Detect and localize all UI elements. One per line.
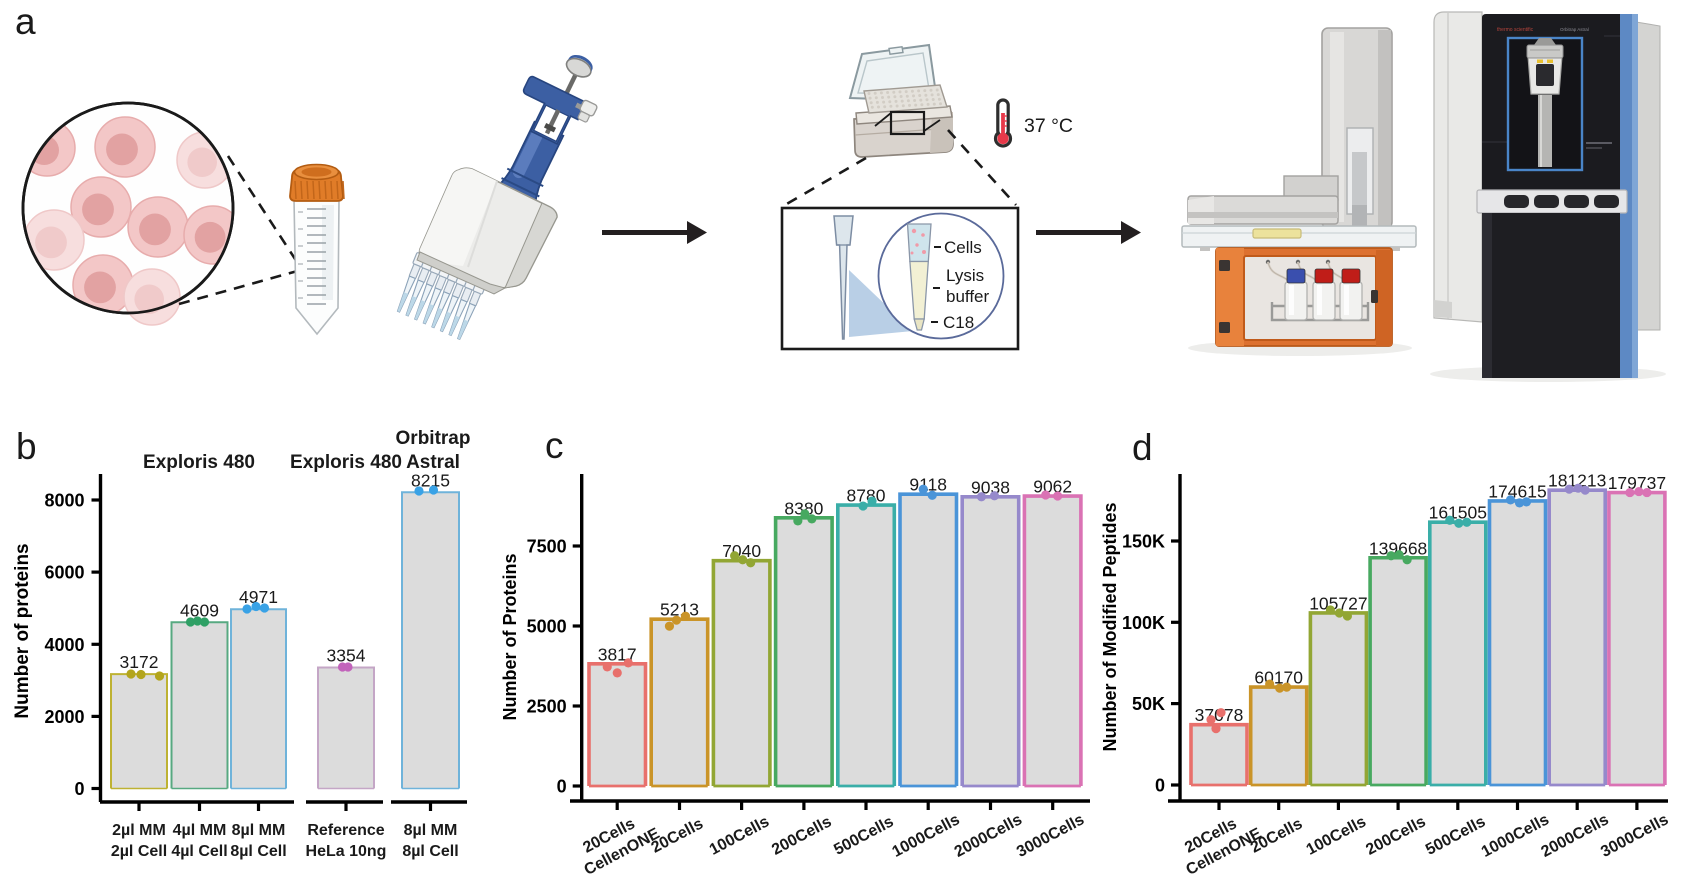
svg-text:2µl MM: 2µl MM [112, 822, 166, 839]
svg-text:buffer: buffer [946, 287, 990, 306]
svg-text:161505: 161505 [1429, 503, 1487, 523]
svg-text:150K: 150K [1122, 532, 1165, 552]
svg-text:HeLa 10ng: HeLa 10ng [306, 843, 387, 860]
svg-text:Astral: Astral [406, 452, 460, 473]
svg-text:7500: 7500 [527, 537, 567, 557]
svg-text:100K: 100K [1122, 613, 1165, 633]
svg-text:Exploris 480: Exploris 480 [143, 452, 255, 473]
svg-text:2500: 2500 [527, 697, 567, 717]
svg-text:500Cells: 500Cells [831, 813, 896, 859]
svg-text:2000Cells: 2000Cells [1538, 811, 1611, 861]
svg-text:8780: 8780 [847, 486, 886, 506]
svg-text:500Cells: 500Cells [1423, 813, 1488, 859]
svg-text:37 °C: 37 °C [1024, 115, 1073, 137]
svg-text:50K: 50K [1132, 694, 1165, 714]
svg-text:3000Cells: 3000Cells [1014, 811, 1087, 861]
svg-text:200Cells: 200Cells [769, 813, 834, 859]
svg-text:9118: 9118 [909, 475, 947, 495]
svg-text:a: a [15, 1, 36, 42]
svg-text:8000: 8000 [44, 491, 84, 511]
svg-text:2000Cells: 2000Cells [952, 811, 1025, 861]
svg-text:174615: 174615 [1488, 481, 1546, 501]
svg-text:Orbitrap: Orbitrap [396, 428, 471, 449]
svg-text:1000Cells: 1000Cells [1479, 811, 1552, 861]
svg-text:Number of Modified Peptides: Number of Modified Peptides [1100, 502, 1120, 751]
svg-text:100Cells: 100Cells [1304, 813, 1369, 859]
svg-text:8µl Cell: 8µl Cell [230, 843, 286, 860]
svg-text:C18: C18 [943, 313, 974, 332]
svg-text:3172: 3172 [120, 652, 159, 672]
svg-text:0: 0 [557, 777, 567, 797]
svg-text:8µl MM: 8µl MM [404, 822, 458, 839]
svg-text:20Cells: 20Cells [1248, 815, 1306, 856]
svg-text:c: c [545, 425, 564, 466]
svg-text:4µl Cell: 4µl Cell [171, 843, 227, 860]
svg-text:Orbitrap Astral: Orbitrap Astral [1560, 27, 1589, 32]
svg-text:1000Cells: 1000Cells [889, 811, 962, 861]
svg-text:9062: 9062 [1033, 477, 1072, 497]
svg-text:Number of Proteins: Number of Proteins [500, 553, 520, 720]
svg-text:8µl Cell: 8µl Cell [402, 843, 458, 860]
svg-text:b: b [16, 426, 37, 467]
svg-text:4µl MM: 4µl MM [173, 822, 227, 839]
svg-text:4609: 4609 [180, 600, 219, 620]
svg-text:179737: 179737 [1608, 473, 1666, 493]
svg-text:4000: 4000 [44, 635, 84, 655]
svg-text:Reference: Reference [307, 822, 384, 839]
svg-text:0: 0 [74, 779, 84, 799]
svg-text:d: d [1132, 427, 1153, 468]
svg-text:5000: 5000 [527, 617, 567, 637]
svg-text:3354: 3354 [327, 646, 366, 666]
svg-text:6000: 6000 [44, 563, 84, 583]
svg-text:Cells: Cells [944, 238, 982, 257]
svg-text:4971: 4971 [239, 587, 278, 607]
svg-text:20Cells: 20Cells [649, 815, 707, 856]
svg-text:100Cells: 100Cells [707, 813, 772, 859]
svg-text:0: 0 [1155, 776, 1165, 796]
svg-text:8µl MM: 8µl MM [232, 822, 286, 839]
svg-text:5213: 5213 [660, 600, 699, 620]
svg-text:Lysis: Lysis [946, 266, 984, 285]
svg-text:139668: 139668 [1369, 538, 1427, 558]
svg-text:8380: 8380 [784, 498, 823, 518]
svg-text:2µl Cell: 2µl Cell [111, 843, 167, 860]
svg-text:2000: 2000 [44, 707, 84, 727]
svg-text:3000Cells: 3000Cells [1598, 811, 1671, 861]
svg-text:200Cells: 200Cells [1363, 813, 1428, 859]
svg-text:thermo scientific: thermo scientific [1497, 27, 1534, 33]
svg-text:181213: 181213 [1548, 471, 1606, 491]
svg-text:105727: 105727 [1309, 594, 1367, 614]
svg-text:Number of proteins: Number of proteins [12, 543, 33, 718]
svg-text:8215: 8215 [411, 470, 450, 490]
svg-text:Exploris 480: Exploris 480 [290, 452, 402, 473]
